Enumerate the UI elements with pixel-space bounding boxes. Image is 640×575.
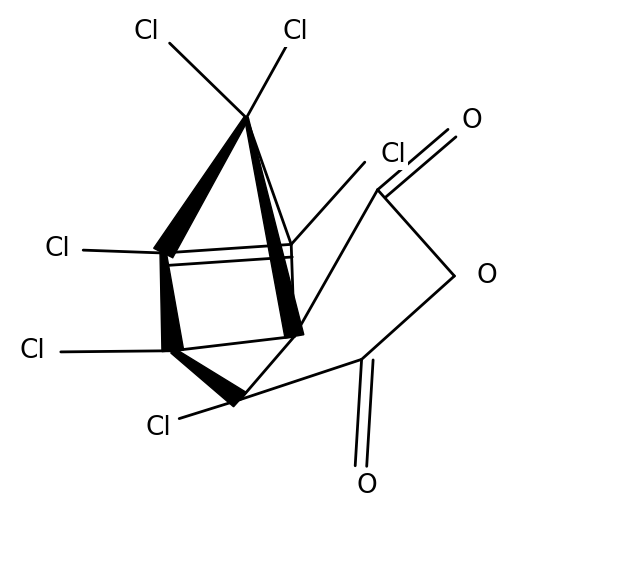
- Text: Cl: Cl: [380, 142, 406, 168]
- Polygon shape: [160, 253, 184, 351]
- Polygon shape: [244, 117, 304, 338]
- Text: O: O: [462, 108, 483, 134]
- Text: Cl: Cl: [283, 19, 308, 45]
- Text: Cl: Cl: [45, 236, 70, 262]
- Text: Cl: Cl: [19, 338, 45, 364]
- Polygon shape: [154, 117, 249, 258]
- Polygon shape: [171, 348, 246, 407]
- Text: O: O: [356, 473, 377, 499]
- Text: O: O: [476, 263, 497, 289]
- Text: Cl: Cl: [146, 415, 172, 442]
- Text: Cl: Cl: [133, 19, 159, 45]
